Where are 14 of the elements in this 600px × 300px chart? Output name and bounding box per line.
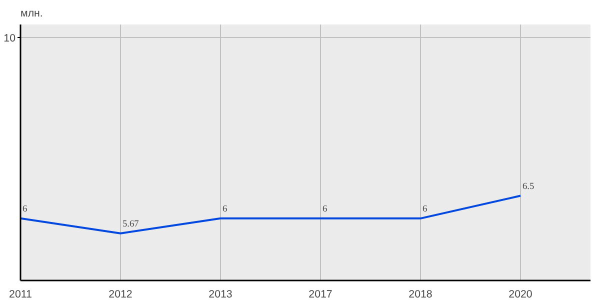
x-tick-label: 2011 [9, 288, 32, 300]
x-tick-label: 2012 [108, 288, 132, 300]
y-axis-title: млн. [20, 8, 43, 20]
data-label: 6 [222, 204, 228, 214]
x-tick-label: 2013 [208, 288, 232, 300]
x-tick-label: 2018 [408, 288, 432, 300]
data-label: 6 [322, 204, 328, 214]
text: 10 [4, 32, 16, 44]
x-tick-label: 2017 [308, 288, 332, 300]
x-tick-label: 2020 [508, 288, 532, 300]
data-label: 6.5 [522, 182, 534, 192]
data-label: 6 [422, 204, 428, 214]
data-label: 6 [22, 204, 28, 214]
data-label: 5.67 [122, 219, 140, 230]
